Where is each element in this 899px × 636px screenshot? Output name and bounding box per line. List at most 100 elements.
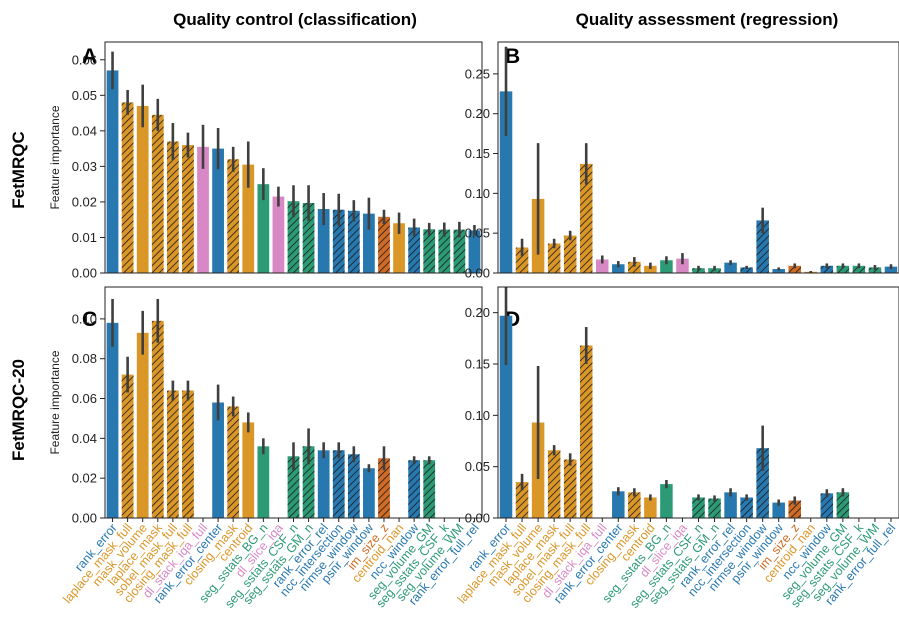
bar-hatch [302,202,315,273]
bar [363,468,375,518]
bar [242,164,255,273]
axes-frame [497,41,899,274]
ytick-label: 0.20 [465,305,490,320]
col-title-left: Quality control (classification) [173,10,417,29]
bar-hatch [378,216,390,273]
panel-B: B 0.00 0.05 0.10 0.15 0.20 0.25 [465,41,899,281]
panel-letter-A: A [82,45,97,68]
bar [724,492,737,518]
bar-hatch [756,448,769,518]
bar-hatch [820,265,834,273]
bar-hatch [182,390,194,518]
bar-hatch [347,454,360,518]
bar [676,258,689,273]
bar [257,184,270,273]
bar [136,332,149,518]
ytick-label: 0.00 [72,511,97,526]
bar-hatch [628,261,641,273]
bar-hatch [227,159,240,273]
bar-hatch [563,235,577,273]
bar-hatch [438,229,451,273]
bar-hatch [756,220,769,273]
ytick-label: 0.10 [72,311,97,326]
bar-hatch [579,345,593,518]
ytick-label: 0.00 [465,511,490,526]
bar [644,265,657,273]
ytick-label: 0.08 [72,351,97,366]
bar-hatch [547,450,561,518]
panel-C: C 0.00 0.02 0.04 0.06 0.08 0.10 Feature importa… [48,286,483,611]
bar [612,264,625,273]
bar-hatch [852,265,866,273]
panel-letter-B: B [505,45,520,68]
bar [596,259,609,273]
bar-hatch [408,227,421,273]
ytick-label: 0.00 [465,266,490,281]
bar-hatch [332,209,345,273]
bar-hatch [836,492,850,518]
bar [136,105,149,273]
bar [257,446,270,518]
ytick-label: 0.25 [465,66,490,81]
bar-hatch [453,229,466,273]
bar-hatch [287,456,300,518]
bar [499,91,513,274]
bar-hatch [820,493,834,518]
row-title-top: FetMRQC [9,131,28,208]
bar [884,266,898,273]
bar-hatch [788,500,801,518]
ytick-label: 0.05 [465,226,490,241]
bar [317,209,330,273]
bar-hatch [121,374,134,518]
ytick-label: 0.05 [72,88,97,103]
bar [272,196,285,273]
bar [393,223,405,273]
ytick-label: 0.04 [72,123,97,138]
ytick-label: 0.03 [72,159,97,174]
row-title-bottom: FetMRQC-20 [9,359,28,461]
bar-hatch [302,446,315,518]
bar-hatch [788,265,801,273]
bar-hatch [692,497,705,518]
ytick-label: 0.01 [72,230,97,245]
bar-hatch [515,482,529,518]
ytick-label: 0.02 [72,194,97,209]
bar-hatch [708,498,721,518]
panel-D: D0.000.050.100.150.20rank_errorlaplace_m… [455,286,899,611]
bar-hatch [740,497,753,518]
bar-hatch [563,459,577,518]
bar [660,260,673,273]
bar [106,322,119,518]
bar-hatch [151,114,164,273]
bar [106,70,119,273]
bar-hatch [166,390,179,518]
bar-hatch [579,163,593,273]
bar-hatch [628,492,641,518]
bar-hatch [740,267,753,273]
bar-hatch [166,141,179,273]
ytick-label: 0.06 [72,391,97,406]
bar-hatch [547,243,561,273]
ytick-label: 0.15 [465,357,490,372]
panel-A: A 0.00 0.01 0.02 0.03 0.04 0.05 0.06 Feature imp… [48,41,483,281]
ytick-label: 0.20 [465,106,490,121]
bar-hatch [423,229,436,273]
bar-hatch [378,458,390,518]
bar-hatch [836,265,850,273]
bar-hatch [287,201,300,273]
col-title-right: Quality assessment (regression) [576,10,839,29]
panel-letter-C: C [82,308,97,331]
bar [197,146,209,273]
bar-hatch [151,320,164,518]
bar [724,262,737,273]
panels: A 0.00 0.01 0.02 0.03 0.04 0.05 0.06 Feature imp… [48,41,899,611]
ytick-label: 0.04 [72,431,97,446]
ytick-label: 0.10 [465,408,490,423]
ytick-label: 0.10 [465,186,490,201]
axes-frame [104,41,483,274]
bar-hatch [868,267,882,273]
bar [242,422,255,518]
y-axis-label: Feature importance [48,105,62,209]
bar-hatch [347,210,360,273]
